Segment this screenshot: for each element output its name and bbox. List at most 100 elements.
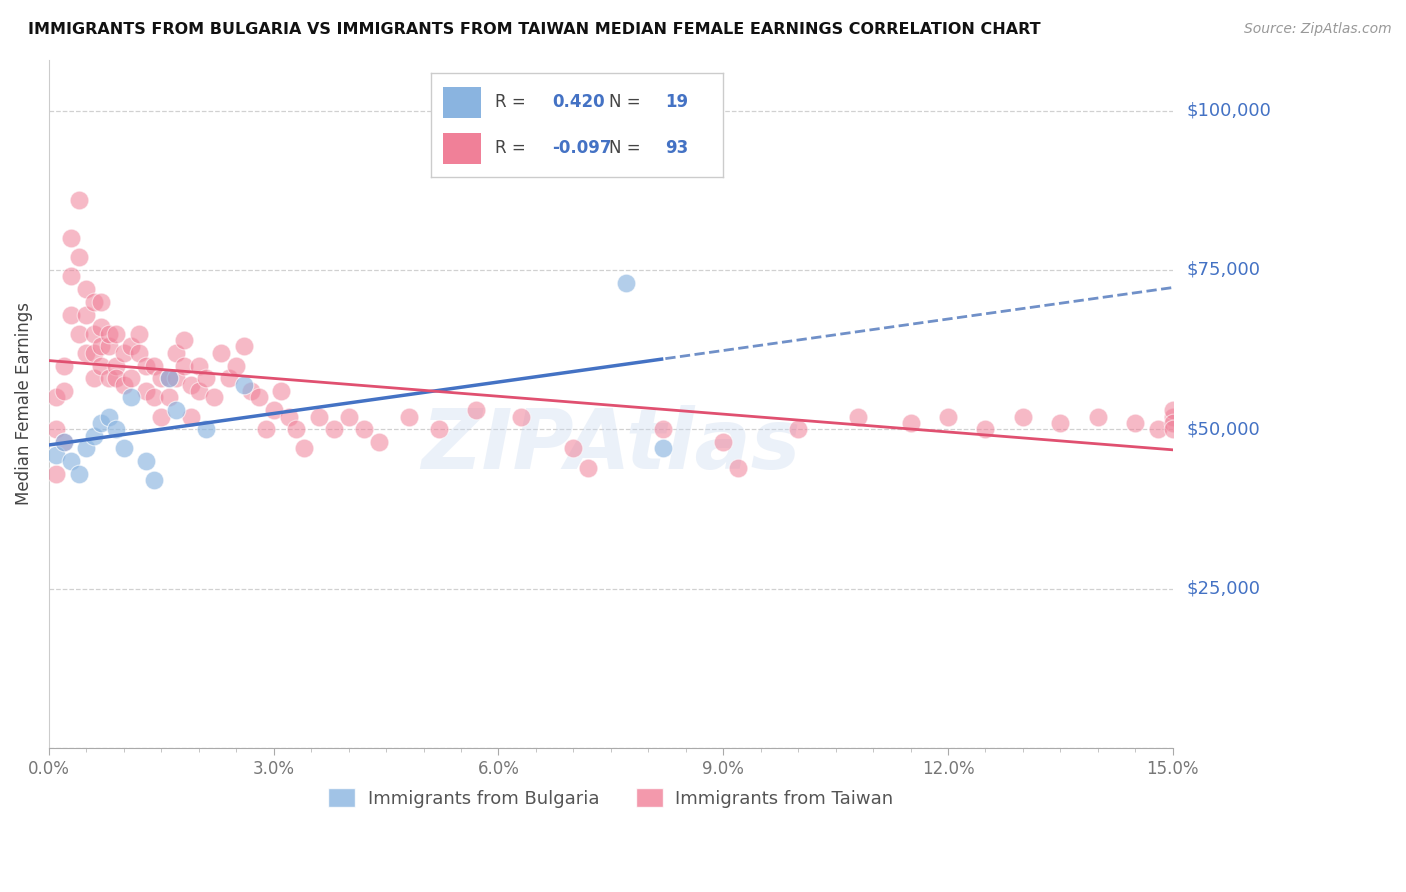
Point [97, 409, 120, 424]
Point [90, 359, 112, 373]
Point [1087, 409, 1109, 424]
Point [218, 371, 240, 385]
Point [135, 359, 157, 373]
Point [83, 294, 105, 309]
Point [165, 346, 187, 360]
Point [787, 422, 810, 436]
Point [427, 422, 450, 436]
Text: Source: ZipAtlas.com: Source: ZipAtlas.com [1244, 22, 1392, 37]
Point [353, 422, 375, 436]
Point [150, 409, 173, 424]
Point [142, 391, 165, 405]
Point [67, 250, 90, 264]
Point [83, 428, 105, 442]
Text: IMMIGRANTS FROM BULGARIA VS IMMIGRANTS FROM TAIWAN MEDIAN FEMALE EARNINGS CORREL: IMMIGRANTS FROM BULGARIA VS IMMIGRANTS F… [28, 22, 1040, 37]
Point [240, 384, 263, 398]
Text: $100,000: $100,000 [1187, 102, 1271, 120]
Point [1161, 422, 1184, 436]
Point [75, 282, 97, 296]
Point [135, 384, 157, 398]
Point [45, 467, 67, 481]
Point [60, 308, 83, 322]
Point [195, 371, 218, 385]
Point [263, 403, 285, 417]
Point [135, 454, 157, 468]
Point [67, 467, 90, 481]
Point [322, 422, 344, 436]
Point [465, 403, 488, 417]
Point [254, 422, 277, 436]
Point [187, 359, 209, 373]
Point [187, 384, 209, 398]
Point [128, 346, 150, 360]
Point [232, 339, 254, 353]
Point [83, 346, 105, 360]
Point [727, 460, 749, 475]
Point [337, 409, 360, 424]
Point [510, 409, 533, 424]
Point [142, 359, 165, 373]
Point [1123, 416, 1146, 430]
Point [112, 442, 135, 456]
Point [90, 416, 112, 430]
Point [157, 371, 180, 385]
Point [60, 454, 83, 468]
Point [157, 371, 180, 385]
Point [75, 346, 97, 360]
Y-axis label: Median Female Earnings: Median Female Earnings [15, 302, 32, 505]
Point [270, 384, 292, 398]
Point [90, 294, 112, 309]
Point [576, 460, 599, 475]
Point [52, 435, 75, 450]
Point [614, 276, 637, 290]
Point [165, 403, 187, 417]
Point [75, 442, 97, 456]
Point [60, 231, 83, 245]
Point [142, 473, 165, 487]
Point [232, 377, 254, 392]
Point [105, 371, 128, 385]
Text: $75,000: $75,000 [1187, 261, 1261, 279]
Point [292, 442, 315, 456]
Point [52, 359, 75, 373]
Text: $50,000: $50,000 [1187, 420, 1260, 438]
Point [285, 422, 308, 436]
Point [165, 371, 187, 385]
Point [105, 359, 128, 373]
Point [652, 422, 675, 436]
Point [75, 308, 97, 322]
Point [974, 422, 997, 436]
Point [1161, 409, 1184, 424]
Point [97, 326, 120, 341]
Point [112, 346, 135, 360]
Point [225, 359, 247, 373]
Legend: Immigrants from Bulgaria, Immigrants from Taiwan: Immigrants from Bulgaria, Immigrants fro… [321, 780, 901, 814]
Point [398, 409, 420, 424]
Point [83, 371, 105, 385]
Point [209, 346, 232, 360]
Point [1012, 409, 1035, 424]
Point [120, 339, 142, 353]
Point [173, 333, 195, 347]
Point [846, 409, 869, 424]
Point [308, 409, 330, 424]
Point [52, 384, 75, 398]
Point [112, 377, 135, 392]
Point [60, 269, 83, 284]
Point [83, 326, 105, 341]
Point [45, 422, 67, 436]
Point [120, 391, 142, 405]
Point [45, 391, 67, 405]
Point [247, 391, 270, 405]
Point [1146, 422, 1168, 436]
Point [90, 339, 112, 353]
Point [128, 326, 150, 341]
Point [202, 391, 225, 405]
Point [173, 359, 195, 373]
Point [180, 377, 202, 392]
Point [195, 422, 218, 436]
Point [1161, 403, 1184, 417]
Point [90, 320, 112, 334]
Point [97, 371, 120, 385]
Point [67, 326, 90, 341]
